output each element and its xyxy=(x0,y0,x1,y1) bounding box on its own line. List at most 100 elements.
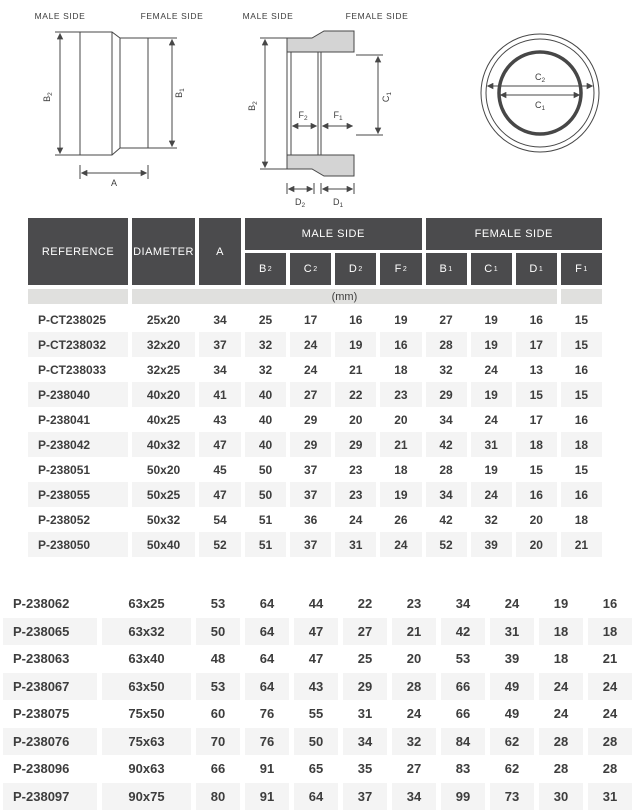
cell-diameter: 63x40 xyxy=(128,651,165,667)
cell-reference: P-238051 xyxy=(38,462,91,477)
cell-value: 24 xyxy=(539,672,583,700)
technical-drawings: MALE SIDE FEMALE SIDE B2 B1 A MALE SIDE xyxy=(35,11,600,209)
cell-value: 32 xyxy=(439,362,453,377)
cell-diameter: 75x63 xyxy=(102,727,191,755)
cell-value: 37 xyxy=(304,462,318,477)
cell-value: 28 xyxy=(539,727,583,755)
header-diameter: DIAMETER xyxy=(132,218,195,285)
cell-value: 51 xyxy=(245,532,287,557)
cell-value: 52 xyxy=(425,532,467,557)
cell-value: 23 xyxy=(380,382,422,407)
cell-value: 19 xyxy=(335,332,377,357)
cell-value: 49 xyxy=(490,672,534,700)
cell-value: 24 xyxy=(304,362,318,377)
cell-value: 34 xyxy=(392,782,436,810)
cell-value: 25 xyxy=(258,312,273,327)
cell-value: 37 xyxy=(343,782,387,810)
cell-reference: P-238050 xyxy=(28,532,128,557)
female-side-label: FEMALE SIDE xyxy=(346,11,409,21)
cell-value: 26 xyxy=(394,512,408,527)
cell-value: 99 xyxy=(441,782,485,810)
cell-value: 34 xyxy=(213,362,227,377)
unit-row: (mm) xyxy=(28,289,602,304)
cell-value: 24 xyxy=(406,706,422,722)
cell-value: 23 xyxy=(335,482,377,507)
cell-value: 60 xyxy=(210,706,226,722)
table-body-lower: P-238062 63x25 53 64 44 22 23 34 24 19 16 P-238065 6… xyxy=(3,590,632,810)
cell-value: 24 xyxy=(602,706,618,722)
cell-value: 31 xyxy=(470,432,512,457)
cell-value: 18 xyxy=(394,462,408,477)
cell-diameter: 90x75 xyxy=(102,782,191,810)
cell-value: 19 xyxy=(484,312,498,327)
cell-value: 21 xyxy=(380,432,422,457)
cell-value: 29 xyxy=(425,382,467,407)
header-male-side: MALE SIDE xyxy=(245,218,422,250)
cell-value: 17 xyxy=(304,312,318,327)
section-view-drawing: MALE SIDE FEMALE SIDE B2 C1 F2 F1 xyxy=(243,11,409,209)
cell-reference: P-238097 xyxy=(3,782,97,810)
cell-value: 50 xyxy=(196,617,240,645)
unit-cell-left xyxy=(28,289,128,304)
cell-value: 28 xyxy=(439,462,453,477)
cell-diameter: 25x20 xyxy=(146,312,181,327)
cell-value: 34 xyxy=(343,727,387,755)
cell-value: 20 xyxy=(406,651,422,667)
cell-value: 24 xyxy=(380,532,422,557)
cell-value: 52 xyxy=(199,532,241,557)
cell-value: 42 xyxy=(439,512,453,527)
cell-value: 29 xyxy=(335,432,377,457)
cell-value: 18 xyxy=(539,617,583,645)
cell-value: 83 xyxy=(455,761,471,777)
cell-value: 42 xyxy=(441,617,485,645)
cell-reference: P-CT238032 xyxy=(28,332,128,357)
cell-value: 19 xyxy=(380,482,422,507)
cell-value: 47 xyxy=(308,651,324,667)
cell-value: 15 xyxy=(515,382,557,407)
table-body-upper: P-CT238025 25x20 34 25 17 16 19 27 19 16 15 P-CT238… xyxy=(28,307,602,557)
cell-value: 17 xyxy=(529,412,543,427)
cell-value: 18 xyxy=(553,651,569,667)
cell-diameter: 50x20 xyxy=(146,462,181,477)
cell-value: 16 xyxy=(602,596,618,612)
cell-value: 19 xyxy=(470,332,512,357)
cell-value: 64 xyxy=(259,596,275,612)
cell-reference: P-238052 xyxy=(38,512,91,527)
cell-value: 28 xyxy=(392,672,436,700)
cell-value: 32 xyxy=(258,362,273,377)
cell-value: 31 xyxy=(588,782,632,810)
cell-value: 53 xyxy=(196,672,240,700)
male-side-label: MALE SIDE xyxy=(243,11,294,21)
cell-value: 49 xyxy=(504,706,520,722)
cell-diameter: 50x32 xyxy=(146,512,181,527)
cell-value: 32 xyxy=(484,512,498,527)
cell-reference: P-238065 xyxy=(3,617,97,645)
cell-value: 48 xyxy=(210,651,226,667)
cell-value: 50 xyxy=(258,462,273,477)
cell-value: 70 xyxy=(196,727,240,755)
cell-value: 32 xyxy=(392,727,436,755)
dim-d2-label: D2 xyxy=(295,197,306,209)
cell-value: 27 xyxy=(439,312,453,327)
cell-value: 37 xyxy=(290,482,332,507)
cell-reference: P-238040 xyxy=(28,382,128,407)
cell-diameter: 32x25 xyxy=(146,362,181,377)
cell-diameter: 40x25 xyxy=(146,412,181,427)
dim-f2-label: F2 xyxy=(298,110,308,122)
cell-value: 20 xyxy=(529,512,543,527)
cell-value: 18 xyxy=(394,362,408,377)
cell-value: 53 xyxy=(455,651,471,667)
cell-value: 64 xyxy=(245,617,289,645)
cell-value: 27 xyxy=(290,382,332,407)
cell-diameter: 90x63 xyxy=(128,761,165,777)
cell-reference: P-238041 xyxy=(38,412,91,427)
cell-reference: P-CT238033 xyxy=(38,362,107,377)
dim-f1-label: F1 xyxy=(333,110,343,122)
cell-value: 40 xyxy=(245,432,287,457)
cell-value: 55 xyxy=(308,706,324,722)
cell-reference: P-238067 xyxy=(3,672,97,700)
cell-value: 17 xyxy=(515,332,557,357)
